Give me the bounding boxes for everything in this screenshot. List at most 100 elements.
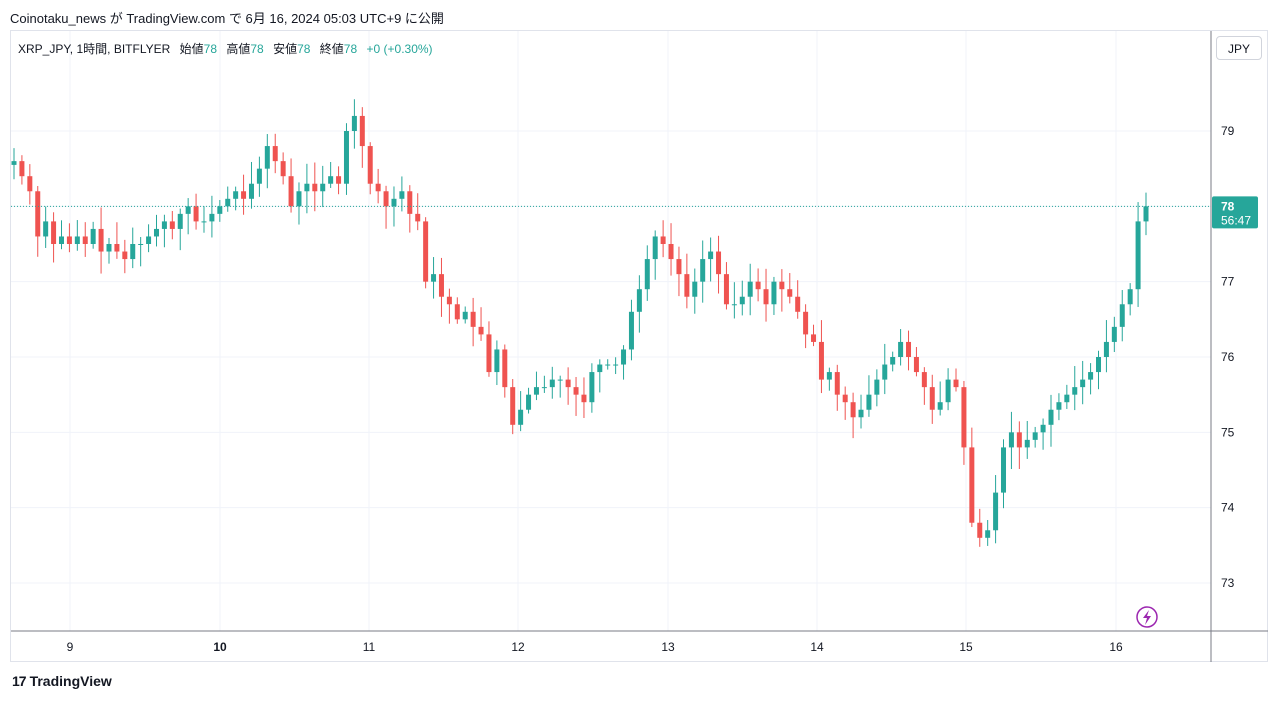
y-tick-label: 79 (1221, 124, 1235, 138)
candle-body (890, 357, 896, 365)
candle-body (985, 530, 991, 538)
candle-body (921, 372, 927, 388)
candle-body (866, 394, 872, 410)
candle-body (391, 198, 397, 207)
candle-body (51, 221, 57, 244)
candle-body (193, 206, 199, 222)
x-tick-label: 14 (810, 640, 824, 654)
candle-body (256, 168, 262, 184)
candle-body (834, 372, 840, 395)
candle-body (660, 236, 666, 244)
candle-body (708, 251, 714, 260)
candle-body (716, 251, 722, 275)
candle-body (795, 296, 801, 312)
candle-body (43, 221, 49, 237)
legend-open-label: 始値 (179, 42, 204, 56)
currency-button[interactable]: JPY (1216, 36, 1262, 60)
candle-body (747, 281, 753, 297)
candle-body (581, 394, 587, 403)
candle-body (993, 492, 999, 531)
candle-body (336, 176, 342, 184)
candle-body (225, 198, 231, 207)
legend-high-value: 78 (250, 42, 264, 56)
candle-body (1119, 304, 1125, 327)
candle-body (937, 402, 943, 410)
candle-body (114, 244, 120, 252)
candle-body (589, 372, 595, 403)
candle-body (953, 379, 959, 388)
candle-body (233, 191, 239, 199)
candle-body (351, 115, 357, 131)
candle-body (1072, 387, 1078, 395)
candle-body (557, 379, 563, 381)
candle-body (549, 379, 555, 388)
price-tag (1212, 196, 1258, 229)
candle-body (399, 191, 405, 199)
candle-body (969, 447, 975, 523)
candle-body (1096, 357, 1102, 373)
legend-change: +0 (+0.30%) (366, 42, 433, 56)
lightning-bolt (1143, 610, 1151, 625)
candle-body (1088, 372, 1094, 380)
legend-close-label: 終値 (319, 42, 344, 56)
candle-body (161, 221, 167, 229)
price-tag-value: 78 (1221, 199, 1235, 213)
candle-body (446, 296, 452, 305)
candle-body (486, 334, 492, 373)
candle-body (1080, 379, 1086, 388)
candle-body (1103, 341, 1109, 357)
candle-body (676, 259, 682, 275)
candle-body (217, 206, 223, 214)
x-tick-label: 11 (363, 640, 376, 654)
candle-body (818, 341, 824, 380)
candle-body (359, 115, 365, 147)
candle-body (11, 161, 17, 165)
candle-body (684, 274, 690, 297)
x-tick-label: 9 (67, 640, 74, 654)
candle-body (874, 379, 880, 395)
candle-body (431, 274, 437, 282)
candle-body (882, 364, 888, 380)
candle-body (502, 349, 508, 388)
candle-body (415, 213, 421, 222)
candle-body (700, 259, 706, 282)
candle-body (320, 183, 326, 192)
candle-body (407, 191, 413, 214)
y-tick-label: 75 (1221, 425, 1235, 439)
candle-body (597, 364, 603, 373)
candle-body (312, 183, 318, 192)
candle-body (383, 191, 389, 207)
candle-body (526, 394, 532, 410)
price-tag-countdown: 56:47 (1221, 213, 1251, 227)
candle-body (106, 244, 112, 252)
candle-body (628, 311, 634, 350)
candle-body (343, 131, 349, 184)
x-tick-label: 15 (959, 640, 973, 654)
candle-body (35, 191, 41, 237)
candle-body (605, 364, 611, 366)
candle-body (288, 176, 294, 207)
y-tick-label: 76 (1221, 350, 1235, 364)
candle-body (1008, 432, 1014, 448)
chart-legend: XRP_JPY, 1時間, BITFLYER 始値78 高値78 安値78 終値… (18, 40, 433, 57)
tradingview-footer[interactable]: 17 TradingView (12, 673, 112, 689)
candle-body (541, 387, 547, 389)
candle-body (304, 183, 310, 192)
candle-body (1024, 439, 1030, 448)
candle-body (1064, 394, 1070, 403)
candle-body (731, 304, 737, 306)
candle-body (1111, 326, 1117, 342)
candle-body (811, 334, 817, 342)
candle-body (1056, 402, 1062, 410)
candle-body (644, 259, 650, 290)
publish-header: Coinotaku_news が TradingView.com で 6月 16… (10, 11, 444, 26)
tradingview-logo-icon: 17 (12, 673, 27, 689)
legend-low-label: 安値 (273, 42, 298, 56)
candle-body (961, 387, 967, 448)
candle-body (755, 281, 761, 290)
candle-body (898, 341, 904, 357)
x-tick-label: 12 (511, 640, 525, 654)
candle-body (122, 251, 128, 260)
candle-body (367, 146, 373, 184)
